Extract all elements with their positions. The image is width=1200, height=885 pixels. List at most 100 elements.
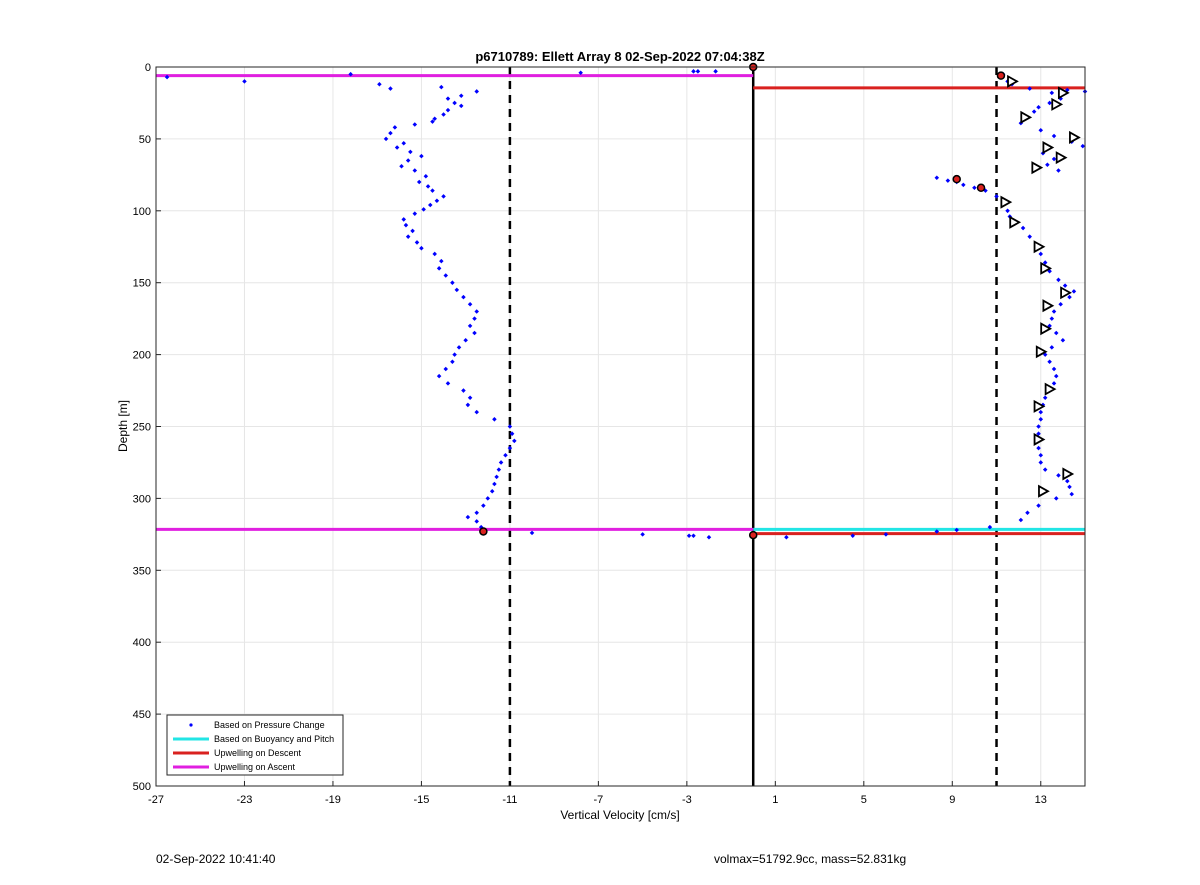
legend-label: Based on Buoyancy and Pitch bbox=[214, 734, 334, 744]
data-point bbox=[1047, 100, 1052, 106]
data-point bbox=[467, 323, 473, 329]
data-point bbox=[461, 388, 466, 393]
data-point bbox=[450, 280, 455, 285]
data-point bbox=[498, 460, 504, 465]
x-tick-label: -23 bbox=[237, 794, 253, 806]
data-point bbox=[439, 258, 444, 264]
event-marker bbox=[479, 527, 488, 536]
data-point bbox=[412, 211, 418, 216]
data-point bbox=[408, 149, 413, 155]
y-tick-label: 100 bbox=[133, 206, 151, 218]
pitch-marker bbox=[1007, 74, 1019, 88]
data-point bbox=[529, 530, 535, 536]
pitch-marker bbox=[1009, 215, 1022, 229]
data-point bbox=[403, 222, 409, 228]
data-point bbox=[1042, 260, 1048, 265]
x-tick-label: -27 bbox=[148, 794, 164, 806]
data-point bbox=[1056, 277, 1061, 283]
data-point bbox=[474, 309, 479, 314]
data-point bbox=[419, 153, 424, 159]
data-point bbox=[1053, 373, 1059, 379]
legend-label: Upwelling on Descent bbox=[214, 748, 302, 758]
pitch-marker bbox=[1069, 130, 1081, 144]
legend-swatch bbox=[189, 723, 193, 727]
data-point bbox=[1027, 86, 1032, 91]
data-point bbox=[1049, 345, 1055, 350]
data-point bbox=[1069, 491, 1074, 497]
pitch-marker bbox=[1035, 345, 1048, 359]
data-point bbox=[441, 194, 446, 199]
pitch-marker bbox=[1051, 97, 1064, 111]
data-point bbox=[467, 302, 473, 307]
x-tick-label: -3 bbox=[682, 794, 692, 806]
data-point bbox=[383, 136, 389, 142]
data-point bbox=[441, 112, 446, 117]
data-point bbox=[494, 474, 499, 480]
pitch-marker bbox=[1042, 140, 1055, 155]
pitch-marker bbox=[1060, 286, 1072, 300]
data-point bbox=[1018, 517, 1024, 523]
pitch-marker bbox=[1031, 161, 1044, 175]
data-point bbox=[784, 534, 789, 540]
x-tick-label: 5 bbox=[861, 794, 867, 806]
data-point bbox=[1020, 225, 1026, 231]
data-point bbox=[496, 467, 502, 472]
data-point bbox=[463, 337, 468, 343]
legend: Based on Pressure Change Based on Buoyanc… bbox=[166, 714, 344, 776]
data-point bbox=[436, 373, 442, 379]
plot-frame bbox=[155, 66, 1086, 787]
data-point bbox=[1067, 294, 1072, 300]
data-point bbox=[423, 174, 429, 179]
data-point bbox=[1053, 330, 1059, 336]
y-tick-label: 400 bbox=[133, 637, 151, 649]
data-point bbox=[472, 316, 477, 321]
data-point bbox=[492, 417, 497, 422]
pitch-marker bbox=[1020, 110, 1033, 124]
data-point bbox=[1027, 234, 1032, 239]
x-axis-label: Vertical Velocity [cm/s] bbox=[560, 808, 679, 822]
data-point bbox=[419, 245, 424, 251]
data-point bbox=[481, 503, 486, 508]
data-point bbox=[461, 294, 466, 300]
y-tick-label: 350 bbox=[133, 565, 151, 577]
data-point bbox=[1051, 309, 1057, 314]
data-point bbox=[1031, 109, 1037, 114]
data-point bbox=[507, 424, 513, 429]
data-point bbox=[1051, 133, 1057, 139]
data-point bbox=[443, 273, 449, 278]
chart-title: p6710789: Ellett Array 8 02-Sep-2022 07:… bbox=[475, 49, 764, 64]
data-point bbox=[454, 287, 460, 293]
data-point bbox=[503, 452, 508, 458]
data-point bbox=[388, 130, 393, 136]
data-point bbox=[1062, 283, 1068, 288]
timestamp-footer: 02-Sep-2022 10:41:40 bbox=[156, 852, 276, 866]
data-point bbox=[472, 330, 477, 336]
data-point bbox=[492, 481, 497, 487]
y-axis-label: Depth [m] bbox=[116, 400, 130, 452]
legend-label: Based on Pressure Change bbox=[214, 720, 325, 730]
pitch-marker bbox=[1044, 382, 1057, 396]
data-point bbox=[1080, 143, 1086, 149]
tick-labels: -27 -23 -19 -15 -11 -7 -3 1 5 9 13 0 50 100 150 200 250 3… bbox=[133, 62, 1047, 806]
y-tick-label: 200 bbox=[133, 350, 151, 362]
float-specs-footer: volmax=51792.9cc, mass=52.831kg bbox=[714, 852, 907, 866]
data-point bbox=[467, 395, 473, 401]
data-point bbox=[1051, 366, 1057, 372]
event-marker bbox=[996, 71, 1006, 80]
data-point bbox=[1071, 289, 1077, 294]
data-point bbox=[474, 409, 479, 415]
data-point bbox=[485, 496, 491, 501]
pitch-marker bbox=[1000, 195, 1013, 209]
data-point bbox=[443, 366, 449, 372]
event-marker bbox=[952, 174, 961, 184]
pitch-marker bbox=[1038, 484, 1050, 498]
data-point bbox=[1047, 359, 1052, 365]
data-point bbox=[456, 345, 462, 350]
pitch-marker bbox=[1055, 151, 1068, 165]
y-tick-label: 150 bbox=[133, 278, 151, 290]
data-point bbox=[1056, 168, 1061, 173]
data-point bbox=[934, 529, 940, 534]
data-point bbox=[412, 122, 418, 127]
data-point bbox=[452, 352, 457, 357]
x-tick-label: -19 bbox=[325, 794, 341, 806]
